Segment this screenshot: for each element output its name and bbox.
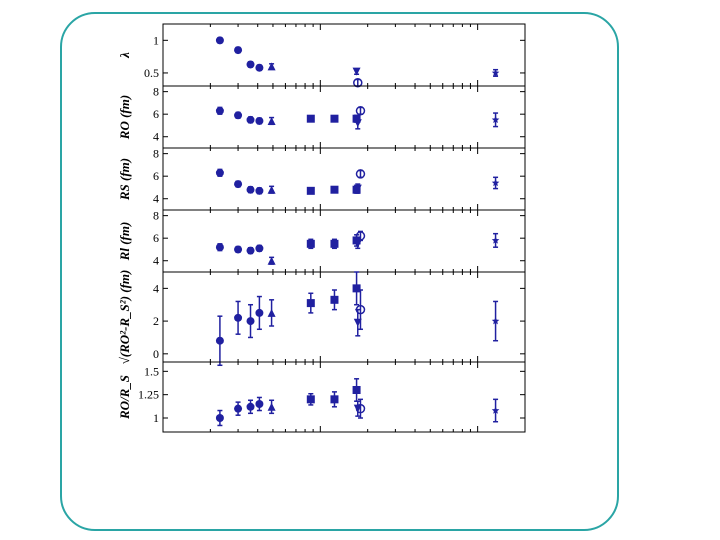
- svg-text:1.25: 1.25: [138, 388, 159, 402]
- svg-text:RS (fm): RS (fm): [117, 158, 132, 201]
- svg-text:8: 8: [153, 209, 159, 223]
- svg-text:Rl (fm): Rl (fm): [117, 222, 132, 262]
- svg-text:8: 8: [153, 147, 159, 161]
- svg-text:4: 4: [153, 254, 159, 268]
- svg-text:2: 2: [153, 314, 159, 328]
- svg-text:1.5: 1.5: [144, 364, 159, 378]
- svg-text:0.5: 0.5: [144, 66, 159, 80]
- svg-text:6: 6: [153, 169, 159, 183]
- svg-text:1: 1: [153, 411, 159, 425]
- svg-text:6: 6: [153, 107, 159, 121]
- svg-text:RO/R_S: RO/R_S: [117, 375, 132, 420]
- svg-text:λ: λ: [117, 52, 132, 59]
- svg-text:4: 4: [153, 130, 159, 144]
- svg-text:4: 4: [153, 192, 159, 206]
- svg-text:0: 0: [153, 347, 159, 361]
- svg-text:√(RO²-R_S²) (fm): √(RO²-R_S²) (fm): [117, 270, 132, 365]
- svg-text:RO (fm): RO (fm): [117, 95, 132, 140]
- svg-text:8: 8: [153, 85, 159, 99]
- hbt-excitation-chart: 0.5 1 λ 4 6 8 RO (fm) 4 6 8 RS (fm) 4 6 8 Rl (fm) 0 2 4 √(…: [115, 18, 533, 528]
- svg-text:4: 4: [153, 281, 159, 295]
- svg-text:1: 1: [153, 33, 159, 47]
- svg-text:6: 6: [153, 231, 159, 245]
